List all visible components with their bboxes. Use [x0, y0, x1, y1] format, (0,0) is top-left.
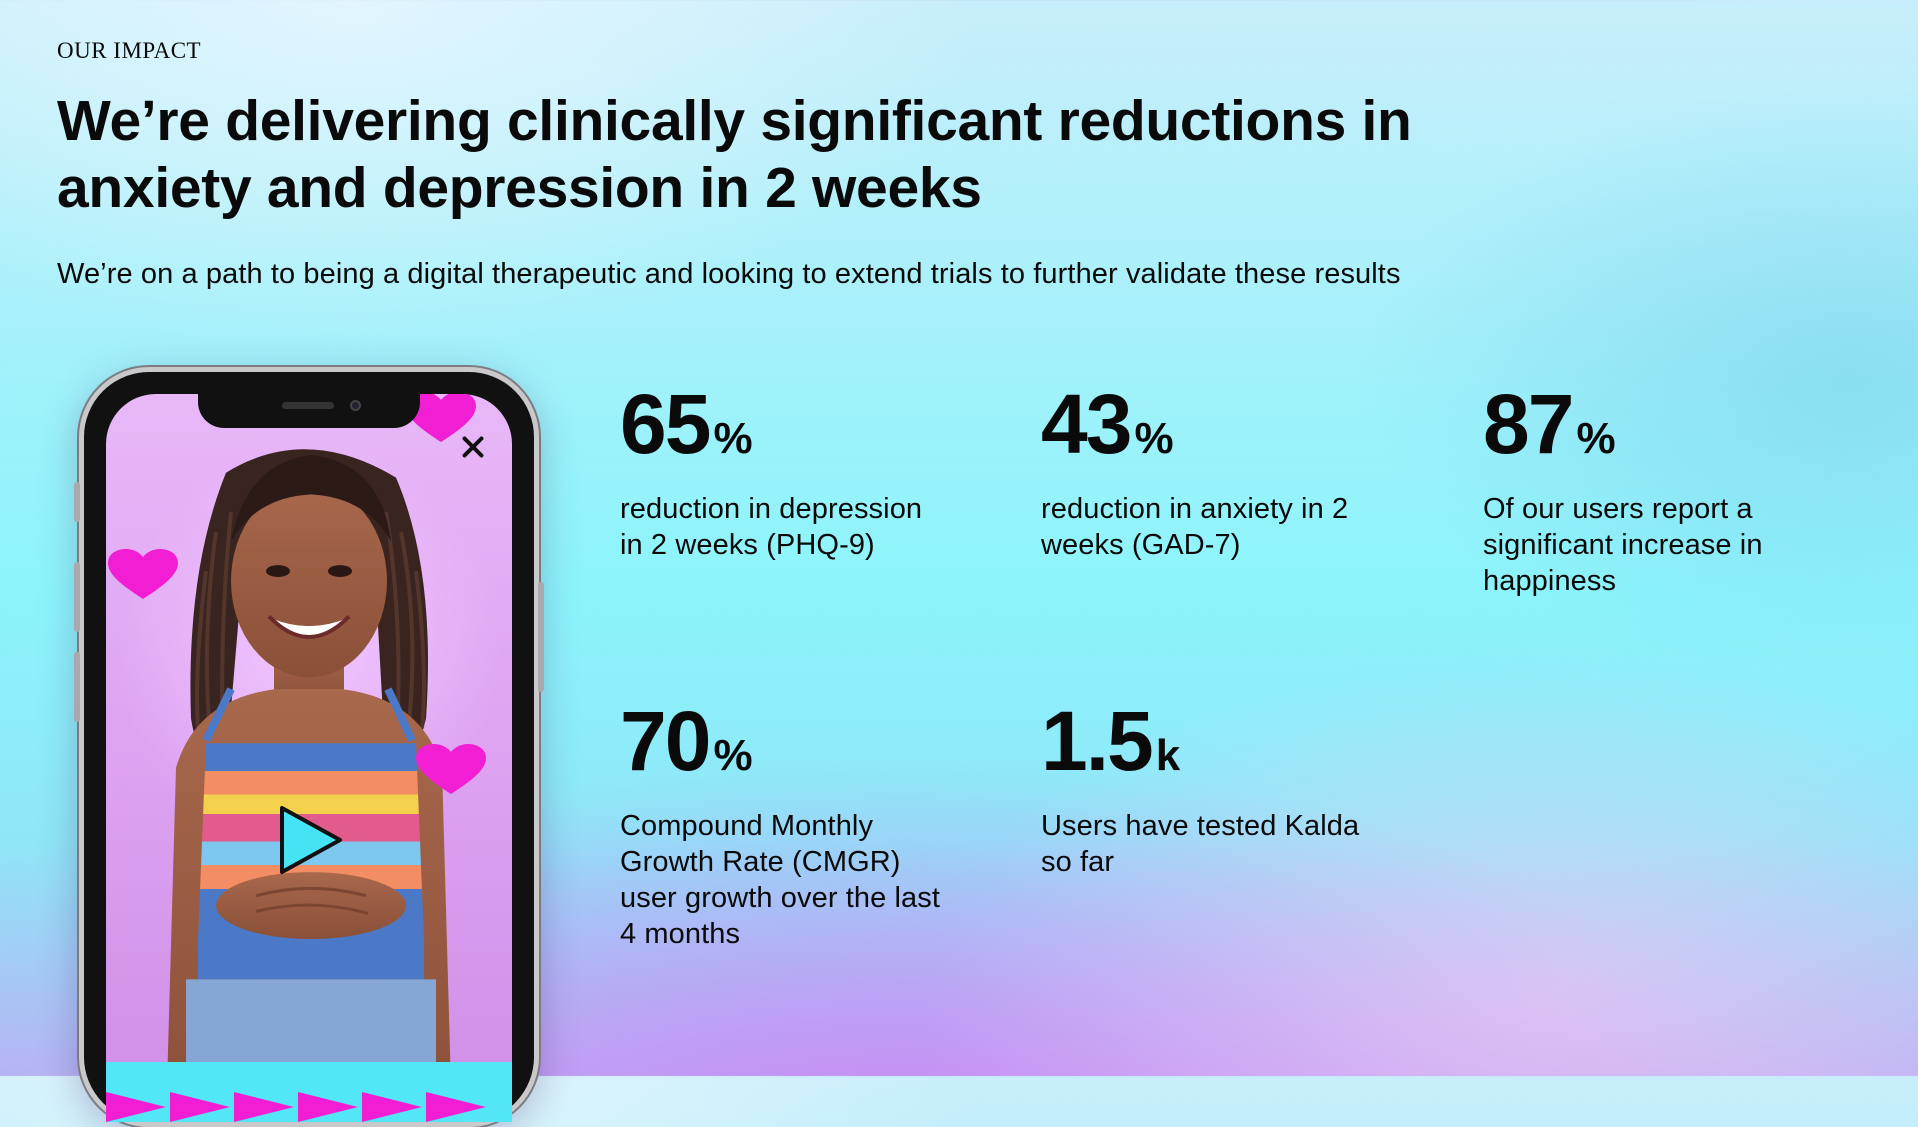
stat-unit: %	[1576, 414, 1616, 463]
phone-volume-up	[74, 562, 80, 632]
stat-users: 1.5k Users have tested Kalda so far	[1041, 699, 1361, 880]
stat-description: reduction in depression in 2 weeks (PHQ-…	[620, 493, 923, 561]
phone-mute-switch	[74, 482, 80, 522]
stat-value: 65	[620, 377, 711, 471]
stat-value: 70	[620, 694, 711, 788]
stat-happiness: 87% Of our users report a significant in…	[1483, 382, 1803, 599]
phone-camera	[350, 400, 361, 411]
stat-unit: %	[1134, 414, 1174, 463]
stat-unit: %	[713, 414, 753, 463]
phone-mockup	[74, 367, 544, 1127]
heart-icon	[406, 394, 476, 442]
stat-depression: 65% reduction in depression in 2 weeks (…	[620, 382, 950, 563]
bottom-banner	[106, 1062, 512, 1122]
video-person-image	[166, 449, 452, 1122]
heart-icon	[416, 744, 486, 794]
play-icon[interactable]	[274, 802, 346, 878]
page-subtitle: We’re on a path to being a digital thera…	[57, 258, 1401, 290]
stat-cmgr: 70% Compound Monthly Growth Rate (CMGR) …	[620, 699, 960, 952]
eyebrow-label: OUR IMPACT	[57, 38, 202, 63]
phone-screen	[106, 394, 512, 1122]
stat-description: Of our users report a significant increa…	[1483, 493, 1763, 597]
stat-value: 87	[1483, 377, 1574, 471]
stat-unit: %	[713, 731, 753, 780]
phone-notch	[198, 394, 420, 428]
close-icon[interactable]	[458, 432, 488, 462]
stat-unit: k	[1155, 731, 1181, 780]
stat-description: Users have tested Kalda so far	[1041, 810, 1360, 878]
stat-value: 43	[1041, 377, 1132, 471]
stat-description: Compound Monthly Growth Rate (CMGR) user…	[620, 810, 941, 950]
stat-anxiety: 43% reduction in anxiety in 2 weeks (GAD…	[1041, 382, 1361, 563]
phone-speaker	[282, 402, 334, 409]
phone-volume-down	[74, 652, 80, 722]
phone-power-button	[538, 582, 544, 692]
heart-icon	[108, 549, 178, 599]
page-title: We’re delivering clinically significant …	[57, 89, 1412, 220]
arrow-pattern	[106, 1092, 486, 1122]
stat-description: reduction in anxiety in 2 weeks (GAD-7)	[1041, 493, 1349, 561]
stat-value: 1.5	[1041, 694, 1154, 788]
